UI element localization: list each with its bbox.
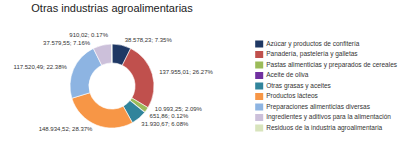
slice — [111, 44, 112, 63]
legend-item: Aceite de oliva — [255, 71, 309, 79]
data-label: 31.930,67; 6.08% — [141, 121, 189, 127]
legend-swatch — [255, 72, 263, 79]
legend-label: Preparaciones alimenticias diversas — [266, 103, 370, 111]
legend-swatch — [255, 41, 263, 48]
legend-swatch — [255, 93, 263, 100]
legend-item: Residuos de la industria agroalimentaria — [255, 124, 382, 132]
slice — [122, 48, 154, 107]
legend-item: Otras grasas y aceites — [255, 82, 331, 90]
slices — [70, 44, 154, 128]
data-label: 37.579,55; 7.16% — [43, 40, 91, 46]
legend-label: Aceite de oliva — [266, 71, 309, 78]
data-labels: 38.578,23; 7.35% 137.955,01; 26.27% 10.993… — [14, 32, 214, 132]
title: Otras industrias agroalimentarias — [31, 2, 193, 14]
legend-label: Residuos de la industria agroalimentaria — [266, 124, 382, 132]
legend-label: Pastas alimenticias y preparados de cere… — [266, 61, 398, 69]
legend-swatch — [255, 51, 263, 58]
legend-item: Preparaciones alimenticias diversas — [255, 103, 370, 111]
legend-swatch — [255, 83, 263, 90]
legend-item: Azúcar y productos de confitería — [255, 40, 360, 48]
slice — [93, 44, 111, 65]
data-label: 137.955,01; 26.27% — [159, 69, 213, 75]
legend-swatch — [255, 114, 263, 121]
legend-label: Azúcar y productos de confitería — [266, 40, 360, 48]
legend-swatch — [255, 125, 263, 132]
legend-label: Productos lácteos — [266, 92, 318, 99]
legend: Azúcar y productos de confitería Panaderí… — [255, 40, 398, 132]
data-label: 651,86; 0.12% — [150, 113, 189, 119]
legend-label: Ingredientes y aditivos para la alimenta… — [266, 113, 391, 121]
legend-swatch — [255, 104, 263, 111]
data-label: 38.578,23; 7.35% — [125, 37, 173, 43]
legend-swatch — [255, 62, 263, 69]
legend-label: Otras grasas y aceites — [266, 82, 331, 90]
legend-item: Ingredientes y aditivos para la alimenta… — [255, 113, 391, 121]
chart: Otras industrias agroalimentarias 38.578,… — [0, 0, 400, 151]
slice — [72, 93, 133, 128]
legend-item: Pastas alimenticias y preparados de cere… — [255, 61, 398, 69]
legend-label: Panadería, pastelería y galletas — [266, 50, 358, 58]
legend-item: Panadería, pastelería y galletas — [255, 50, 358, 58]
data-label: 10.993,25; 2.09% — [155, 106, 203, 112]
data-label: 117.520,49; 22.38% — [14, 64, 68, 70]
data-label: 148.934,52; 28.37% — [39, 126, 93, 132]
data-label: 910,02; 0.17% — [69, 32, 108, 38]
legend-item: Productos lácteos — [255, 92, 318, 100]
